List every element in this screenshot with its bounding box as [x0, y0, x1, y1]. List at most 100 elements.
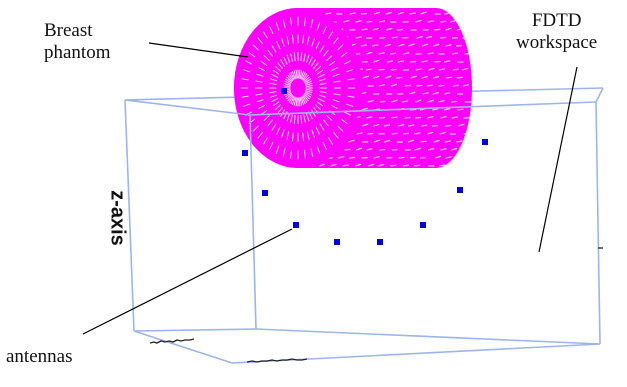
phantom-cap-ray — [330, 67, 338, 72]
phantom-cap-ray — [308, 56, 313, 65]
phantom-cap-ray — [306, 131, 310, 140]
phantom-cap-ray — [340, 51, 348, 58]
phantom-cap-ray — [281, 38, 285, 47]
phantom-hatch-stroke — [383, 124, 391, 127]
phantom-hatch-stroke — [451, 147, 458, 151]
phantom-cap-ray — [284, 78, 292, 84]
phantom-cap-ray — [301, 96, 306, 105]
phantom-hatch-stroke — [398, 156, 405, 159]
phantom-hatch-stroke — [446, 76, 453, 79]
phantom-hatch-stroke — [432, 91, 439, 95]
phantom-leader-line — [148, 42, 249, 58]
phantom-cap-ray — [285, 93, 293, 100]
phantom-cap-ray — [290, 149, 292, 159]
phantom-cap-ray — [319, 91, 327, 94]
phantom-cap-ray — [282, 19, 286, 28]
phantom-hatch-stroke — [426, 84, 433, 87]
phantom-hatch-stroke — [444, 107, 451, 111]
phantom-hatch-stroke — [372, 44, 379, 47]
phantom-hatch-stroke — [409, 91, 416, 95]
phantom-cap-ray — [290, 114, 293, 123]
phantom-hatch-stroke — [427, 20, 434, 23]
phantom-cap-ray — [286, 131, 290, 140]
phantom-cap-ray — [290, 71, 295, 80]
phantom-cap-ray — [327, 137, 334, 145]
phantom-cap-ray — [277, 62, 284, 70]
phantom-cap-ray — [277, 106, 284, 114]
phantom-hatch-stroke — [421, 43, 429, 47]
phantom-cap-ray — [303, 76, 311, 83]
phantom-cap-ray — [271, 45, 277, 53]
phantom-hatch-stroke — [421, 124, 428, 127]
phantom-hatch-stroke — [385, 11, 392, 15]
phantom-hatch-stroke — [457, 108, 464, 111]
phantom-cap-ray — [315, 41, 320, 50]
antenna-marker — [377, 239, 383, 245]
phantom-hatch-stroke — [391, 132, 398, 135]
phantom-hatch-stroke — [378, 68, 385, 71]
phantom-hatch-stroke — [360, 44, 367, 47]
phantom-hatch-stroke — [451, 52, 459, 55]
phantom-hatch-stroke — [421, 75, 428, 79]
phantom-cap-ray — [303, 94, 309, 102]
phantom-cap-ray — [256, 73, 264, 77]
phantom-cap-ray — [330, 104, 338, 109]
phantom-cap-ray — [288, 73, 294, 81]
phantom-hatch-stroke — [444, 60, 451, 63]
phantom-cap-ray — [299, 97, 303, 106]
phantom-hatch-stroke — [362, 123, 369, 127]
phantom-cap-ray — [293, 52, 296, 62]
phantom-hatch-stroke — [438, 68, 446, 71]
phantom-hatch-stroke — [409, 12, 416, 15]
phantom-hatch-stroke — [372, 27, 379, 31]
phantom-cap-ray — [275, 22, 280, 31]
phantom-cap-ray — [270, 78, 278, 82]
phantom-hatch-stroke — [427, 52, 434, 55]
phantom-cap-ray — [317, 97, 325, 103]
phantom-hatch-stroke — [450, 19, 457, 23]
phantom-hatch-stroke — [373, 123, 380, 127]
phantom-cap-ray — [293, 114, 296, 124]
phantom-cap-rays — [241, 16, 355, 160]
phantom-cap-ray — [285, 76, 293, 83]
phantom-cap-ray — [319, 123, 325, 131]
phantom-cap-ray — [316, 22, 321, 31]
phantom-cap-ray — [290, 53, 293, 62]
phantom-hatch-stroke — [410, 75, 417, 79]
phantom-cap-ray — [298, 69, 301, 79]
phantom-cap-ray — [305, 90, 313, 94]
phantom-hatch-stroke — [325, 12, 332, 15]
phantom-cap-ray — [274, 65, 282, 72]
phantom-hatch-stroke — [414, 147, 421, 151]
phantom-cap-ray — [304, 80, 312, 85]
phantom-hatch-stroke — [440, 20, 447, 23]
phantom-hatch-stroke — [397, 11, 405, 15]
phantom-hatch-stroke — [338, 155, 345, 159]
phantom-hatch-stroke — [398, 43, 405, 47]
phantom-hatch-stroke — [445, 44, 452, 47]
phantom-cap-ray — [303, 93, 311, 100]
antenna-marker — [420, 222, 426, 228]
phantom-cap-ray — [241, 78, 249, 81]
phantom-hatch-stroke — [361, 28, 368, 31]
phantom-cap-ray — [318, 78, 326, 82]
phantom-cap-ray — [314, 65, 322, 72]
phantom-cap-ray — [291, 70, 296, 80]
phantom-hatch-stroke — [414, 164, 421, 167]
phantom-hatch-stroke — [378, 84, 385, 87]
fdtd-workspace-label-line1: FDTD — [531, 10, 582, 31]
phantom-cap-ray — [322, 119, 329, 127]
phantom-hatch-stroke — [439, 164, 446, 167]
phantom-hatch-stroke — [438, 100, 445, 103]
phantom-hatch-stroke — [396, 76, 403, 79]
phantom-cap-ray — [305, 82, 313, 86]
phantom-hatch-stroke — [415, 99, 422, 103]
phantom-hatch-stroke — [426, 131, 434, 135]
phantom-hatch-stroke — [432, 108, 439, 111]
phantom-hatch-stroke — [386, 27, 393, 31]
phantom-hatch-stroke — [390, 83, 398, 87]
phantom-hatch-stroke — [444, 92, 451, 95]
phantom-cap-ray — [310, 19, 314, 28]
phantom-hatch-stroke — [366, 148, 373, 151]
